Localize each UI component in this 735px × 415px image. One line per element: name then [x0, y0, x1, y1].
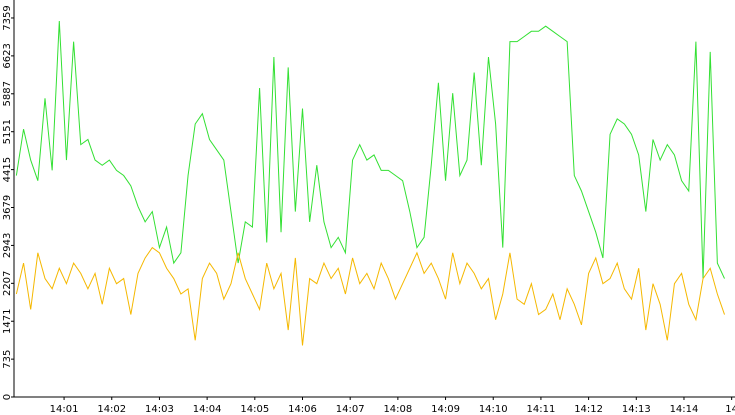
y-tick-label: 6623	[2, 43, 13, 68]
x-tick-label: 14:05	[240, 404, 269, 415]
x-tick-label: 14:03	[145, 404, 174, 415]
x-tick-label: 14:10	[479, 404, 508, 415]
series-line	[15, 246, 725, 346]
x-tick-label: 14:08	[383, 404, 412, 415]
x-tick-label: 14:06	[288, 404, 317, 415]
y-tick-label: 4415	[2, 157, 13, 182]
x-tick-label: 14:01	[50, 404, 79, 415]
y-tick-label: 0	[2, 394, 13, 400]
y-tick-label: 5151	[2, 119, 13, 144]
x-tick-label: 14:09	[431, 404, 460, 415]
y-tick-label: 7359	[2, 5, 13, 30]
y-tick-label: 1471	[2, 309, 13, 334]
x-tick-label: 14:04	[193, 404, 222, 415]
y-tick-label: 735	[2, 350, 13, 369]
x-tick-label: 14	[725, 404, 735, 415]
x-tick-label: 14:14	[670, 404, 699, 415]
x-tick-label: 14:12	[574, 404, 603, 415]
series-line	[15, 20, 725, 279]
y-tick-label: 2207	[2, 271, 13, 296]
x-tick-label: 14:11	[527, 404, 556, 415]
x-tick-label: 14:02	[97, 404, 126, 415]
x-tick-label: 14:13	[622, 404, 651, 415]
y-tick-label: 3679	[2, 195, 13, 220]
x-tick-label: 14:07	[336, 404, 365, 415]
y-tick-label: 5887	[2, 81, 13, 106]
y-tick-label: 2943	[2, 233, 13, 258]
